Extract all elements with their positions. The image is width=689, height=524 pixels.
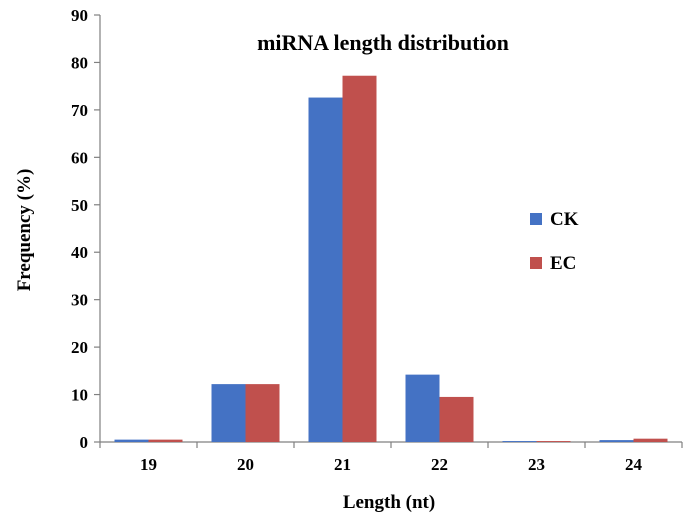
bar-ck-19 xyxy=(114,439,149,442)
y-tick-label: 0 xyxy=(80,433,89,452)
bar-ck-24 xyxy=(599,440,634,442)
chart-title: miRNA length distribution xyxy=(257,30,509,55)
bar-ec-19 xyxy=(148,439,183,442)
y-tick-label: 10 xyxy=(71,386,88,405)
legend-label-ck: CK xyxy=(550,209,579,230)
y-tick-label: 30 xyxy=(71,291,88,310)
y-tick-label: 60 xyxy=(71,148,88,167)
bar-ck-20 xyxy=(211,384,246,442)
x-tick-label: 22 xyxy=(431,455,448,474)
bar-ec-22 xyxy=(439,396,474,442)
y-axis-label: Frequency (%) xyxy=(14,169,35,292)
bars xyxy=(114,75,668,443)
x-tick-label: 24 xyxy=(625,455,643,474)
y-tick-label: 90 xyxy=(71,6,88,25)
bar-ec-21 xyxy=(342,75,377,443)
x-tick-label: 19 xyxy=(140,455,157,474)
legend: CK EC xyxy=(530,209,579,274)
bar-ck-21 xyxy=(308,97,343,442)
x-tick-label: 20 xyxy=(237,455,254,474)
legend-label-ec: EC xyxy=(550,253,576,274)
y-tick-label: 40 xyxy=(71,243,88,262)
bar-ec-23 xyxy=(536,441,571,442)
y-tick-label: 50 xyxy=(71,196,88,215)
axes xyxy=(94,14,683,448)
bar-ck-23 xyxy=(502,441,537,442)
x-tick-label: 21 xyxy=(334,455,351,474)
bar-ec-24 xyxy=(633,438,668,442)
legend-swatch-ec xyxy=(530,257,542,269)
y-tick-label: 20 xyxy=(71,338,88,357)
x-tick-label: 23 xyxy=(528,455,545,474)
legend-swatch-ck xyxy=(530,213,542,225)
y-tick-label: 80 xyxy=(71,53,88,72)
bar-ec-20 xyxy=(245,384,280,442)
tick-labels: 0 10 20 30 40 50 60 70 80 90 19 20 21 22 23 24 xyxy=(71,6,643,474)
y-tick-label: 70 xyxy=(71,101,88,120)
x-axis-label: Length (nt) xyxy=(343,492,435,513)
bar-ck-22 xyxy=(405,374,440,442)
